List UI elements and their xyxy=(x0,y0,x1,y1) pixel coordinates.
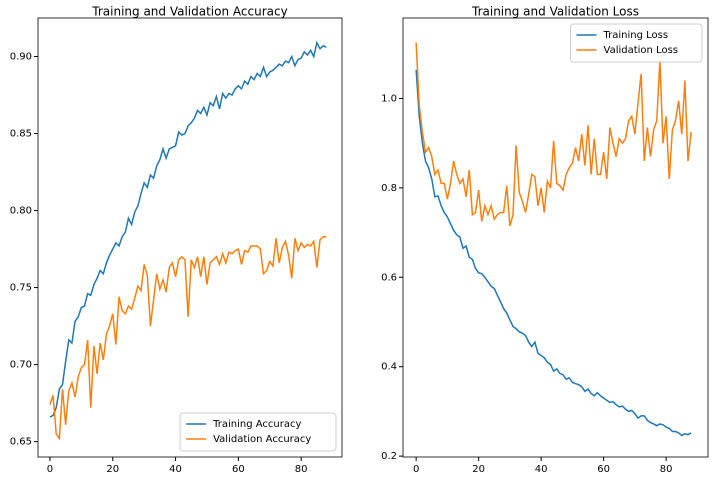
axes-frame xyxy=(37,17,343,458)
x-tick-label: 0 xyxy=(413,464,419,475)
legend-box xyxy=(179,412,337,452)
series-line xyxy=(49,40,327,418)
y-tick-label: 1.0 xyxy=(381,93,397,104)
legend-label: Training Accuracy xyxy=(212,419,301,430)
y-tick-label: 0.90 xyxy=(10,52,32,63)
x-tick-label: 20 xyxy=(106,464,119,475)
y-tick-label: 0.85 xyxy=(10,129,32,140)
legend-label: Validation Loss xyxy=(604,45,679,56)
x-tick-label: 20 xyxy=(472,464,485,475)
y-tick-label: 0.75 xyxy=(10,283,32,294)
chart-title: Training and Validation Loss xyxy=(471,5,639,19)
x-tick-label: 40 xyxy=(535,464,548,475)
y-tick-label: 0.6 xyxy=(381,272,397,283)
legend-label: Training Loss xyxy=(603,30,669,41)
y-tick-label: 0.2 xyxy=(381,451,397,462)
series-line xyxy=(415,69,692,437)
series-line xyxy=(415,42,692,227)
x-tick-label: 60 xyxy=(597,464,610,475)
x-tick-label: 60 xyxy=(232,464,245,475)
y-tick-label: 0.65 xyxy=(10,437,32,448)
y-tick-label: 0.4 xyxy=(381,362,397,373)
series-line xyxy=(49,235,327,441)
y-tick-label: 0.70 xyxy=(10,360,32,371)
chart-title: Training and Validation Accuracy xyxy=(91,5,287,19)
y-tick-label: 0.80 xyxy=(10,206,32,217)
x-tick-label: 0 xyxy=(47,464,53,475)
legend-label: Validation Accuracy xyxy=(213,434,311,445)
x-tick-label: 80 xyxy=(295,464,308,475)
y-tick-label: 0.8 xyxy=(381,183,397,194)
axes-frame xyxy=(402,17,709,458)
legend: Training Loss Validation Loss xyxy=(570,23,703,63)
legend-box xyxy=(570,23,703,63)
x-tick-label: 80 xyxy=(660,464,673,475)
legend: Training Accuracy Validation Accuracy xyxy=(179,412,337,452)
x-tick-label: 40 xyxy=(169,464,182,475)
